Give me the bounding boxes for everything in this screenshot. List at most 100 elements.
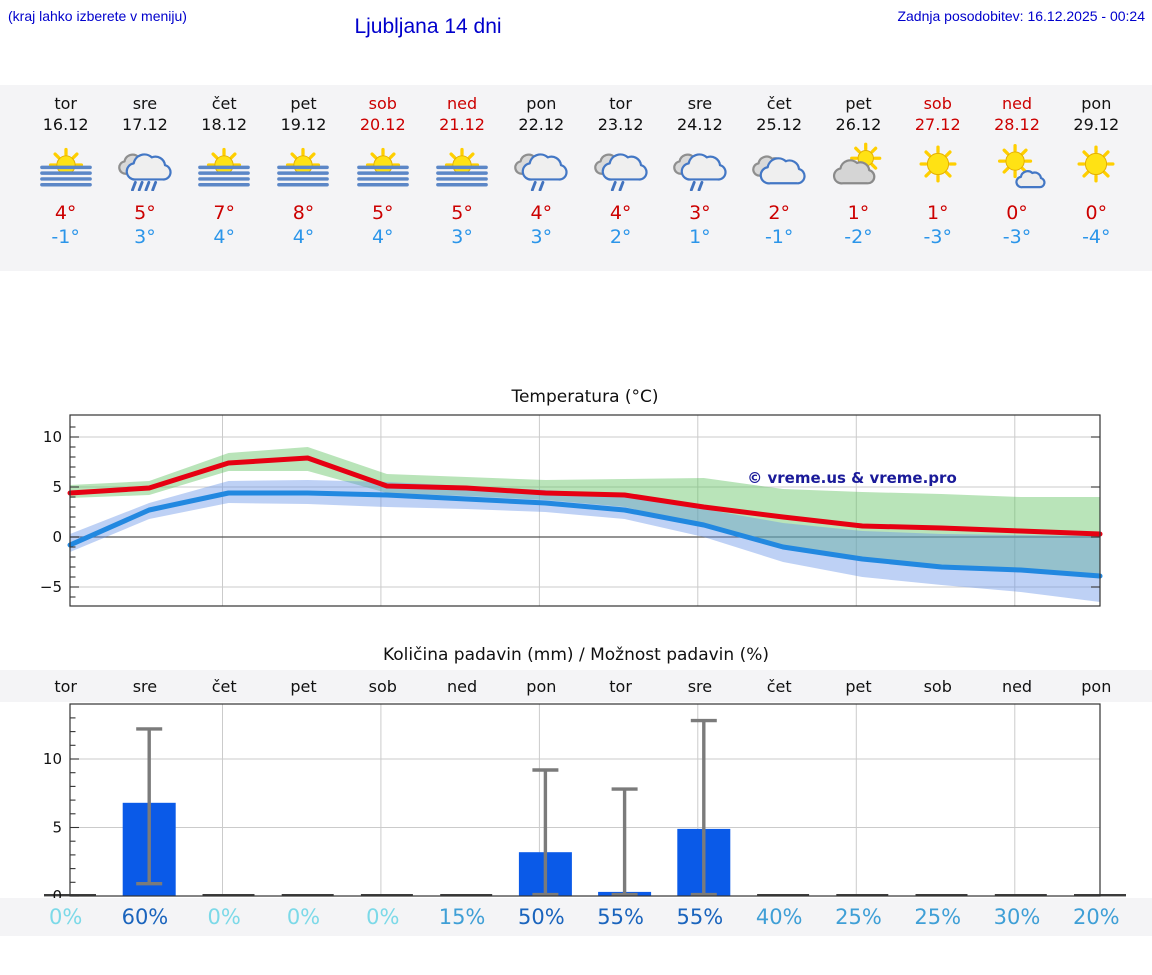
light-rain-icon [514,153,568,191]
precip-probability: 0% [207,905,241,929]
day-date: 23.12 [597,115,644,134]
sun-fog-icon [39,147,92,187]
low-temp: -1° [764,226,794,248]
day-label: ned [1001,94,1033,113]
last-update-timestamp: Zadnja posodobitev: 16.12.2025 - 00:24 [897,8,1145,24]
high-temp: 4° [530,202,553,224]
precip-day-label: tor [609,676,632,696]
precipitation-chart-svg: 0 5 10 [43,703,1126,905]
precipitation-probability-row: 0% 60% 0% 0% 0% 15% 50% 55% 55% 40% 25% 25% 30% 20% [0,898,1152,936]
page-title: Ljubljana 14 dni [354,15,502,38]
forecast-day: sob 27.12 1° -3° [898,93,977,271]
low-temp: -3° [1002,226,1032,248]
day-label: sob [923,94,952,113]
high-temp: 4° [609,202,632,224]
precip-day-label: sre [687,676,713,696]
day-date: 24.12 [676,115,723,134]
temperature-chart: Temperatura (°C) © vreme.us & vreme.pro 10… [0,385,1152,624]
sun-fog-icon [277,147,330,187]
day-label: pon [526,94,557,113]
svg-text:Temperatura (°C): Temperatura (°C) [510,387,658,407]
forecast-day: pet 26.12 1° -2° [819,93,898,271]
day-label: pon [1081,94,1112,113]
day-date: 21.12 [439,115,485,134]
day-date: 25.12 [756,115,803,134]
svg-text:0: 0 [52,528,62,546]
day-label: sre [132,94,158,113]
partly-cloudy-icon [833,142,882,185]
day-date: 18.12 [201,115,248,134]
low-temp: 3° [134,226,156,248]
precip-day-label: sob [368,676,397,696]
precip-day-label: sob [923,676,952,696]
high-temp: 1° [847,202,870,224]
day-label: sob [368,94,397,113]
day-label: sre [687,94,713,113]
day-label: tor [609,94,632,113]
day-label: pet [845,94,872,113]
high-temp: 5° [134,202,156,224]
precip-day-label: pet [845,676,872,696]
forecast-day: tor 23.12 4° 2° [581,93,660,271]
light-rain-icon [673,153,727,191]
forecast-day: čet 25.12 2° -1° [740,93,819,271]
forecast-day: sre 17.12 5° 3° [105,93,184,271]
low-temp: 3° [451,226,473,248]
day-label: tor [54,94,77,113]
temperature-chart-svg: Temperatura (°C) © vreme.us & vreme.pro 10… [40,387,1103,607]
forecast-day: sob 20.12 5° 4° [343,93,422,271]
day-date: 20.12 [359,115,406,134]
day-date: 22.12 [518,115,565,134]
precip-probability: 40% [755,905,803,929]
day-date: 26.12 [835,115,882,134]
sunny-icon [919,145,957,183]
high-temp: 8° [292,202,315,224]
svg-text:10: 10 [43,750,62,768]
forecast-day: ned 28.12 0° -3° [977,93,1056,271]
forecast-day: pet 19.12 8° 4° [264,93,343,271]
low-temp: -1° [51,226,80,248]
high-temp: 1° [926,202,949,224]
day-date: 19.12 [280,115,327,134]
low-temp: 4° [371,226,394,248]
low-temp: 1° [689,226,711,248]
precip-day-label: pet [290,676,317,696]
high-temp: 5° [371,202,394,224]
day-label: čet [766,94,792,113]
precip-day-label: ned [1001,676,1033,696]
precip-probability: 15% [438,905,486,929]
precip-probability: 30% [993,905,1041,929]
svg-text:5: 5 [52,478,62,496]
precipitation-day-labels: tor sre čet pet sob ned pon tor sre čet pet sob ned p… [0,670,1152,702]
low-temp: 4° [292,226,315,248]
precip-day-label: pon [526,676,557,696]
precip-day-label: pon [1081,676,1112,696]
precipitation-chart-title: Količina padavin (mm) / Možnost padavin … [382,645,769,665]
low-temp: 2° [609,226,632,248]
forecast-day: čet 18.12 7° 4° [185,93,264,271]
forecast-day: sre 24.12 3° 1° [660,93,739,271]
precip-probability: 20% [1072,905,1120,929]
svg-text:0: 0 [52,887,62,902]
svg-text:© vreme.us & vreme.pro: © vreme.us & vreme.pro [747,469,957,487]
forecast-day: pon 22.12 4° 3° [502,93,581,271]
day-date: 29.12 [1073,115,1120,134]
precip-day-label: čet [766,676,792,696]
precip-day-label: ned [446,676,478,696]
low-temp: -2° [844,226,873,248]
precipitation-chart: 0 5 10 [0,702,1152,906]
day-label: pet [290,94,317,113]
precip-probability: 25% [835,905,882,929]
low-temp: 3° [530,226,553,248]
high-temp: 5° [451,202,473,224]
rain-icon [118,153,172,191]
high-temp: 3° [689,202,711,224]
low-temp: -4° [1082,226,1111,248]
precip-probability: 0% [366,905,400,929]
day-date: 16.12 [42,115,89,134]
day-date: 27.12 [914,115,961,134]
low-temp: 4° [213,226,235,248]
light-rain-icon [593,153,648,191]
svg-text:10: 10 [43,428,62,446]
svg-text:−5: −5 [40,578,62,596]
